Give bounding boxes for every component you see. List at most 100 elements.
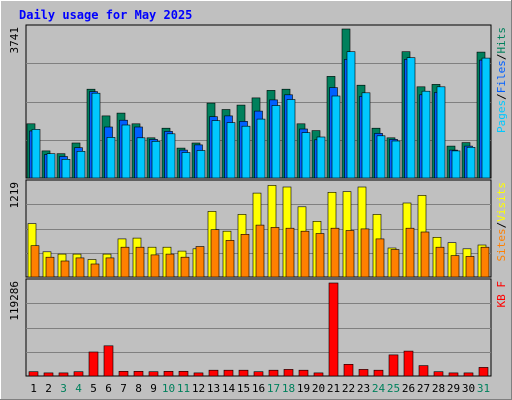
hits-bar-pages-day-5 xyxy=(91,92,101,179)
day-label-1: 1 xyxy=(30,382,37,395)
hits-bars xyxy=(26,28,491,179)
day-label-19: 19 xyxy=(297,382,310,395)
day-label-13: 13 xyxy=(207,382,220,395)
kbytes-bar-kb-f-day-14 xyxy=(223,369,234,377)
day-label-29: 29 xyxy=(447,382,460,395)
legend-entry: Visits xyxy=(495,182,508,222)
kbytes-plot-area xyxy=(25,278,492,377)
day-label-16: 16 xyxy=(252,382,265,395)
day-label-18: 18 xyxy=(282,382,295,395)
day-label-10: 10 xyxy=(162,382,175,395)
kbytes-bar-kb-f-day-24 xyxy=(373,369,384,377)
hits-bar-pages-day-31 xyxy=(481,57,491,179)
hits-bar-pages-day-7 xyxy=(121,124,131,179)
kbytes-bars xyxy=(28,282,489,377)
kbytes-panel: 119286 KB F xyxy=(8,278,508,377)
visits-max-label: 1219 xyxy=(8,182,21,209)
visits-bar-sites-day-27 xyxy=(420,231,430,278)
day-label-21: 21 xyxy=(327,382,340,395)
hits-bar-pages-day-6 xyxy=(106,137,116,179)
day-label-31: 31 xyxy=(477,382,490,395)
hits-bar-pages-day-19 xyxy=(301,132,311,179)
visits-panel: 1219 Sites/Visits xyxy=(8,179,508,278)
hits-bar-pages-day-11 xyxy=(181,152,191,179)
kbytes-bar-kb-f-day-29 xyxy=(448,372,459,377)
hits-bar-pages-day-13 xyxy=(211,120,221,179)
day-label-5: 5 xyxy=(90,382,97,395)
visits-bar-sites-day-17 xyxy=(270,227,280,278)
day-label-8: 8 xyxy=(135,382,142,395)
visits-bar-sites-day-10 xyxy=(165,253,175,278)
hits-bar-pages-day-16 xyxy=(256,118,266,179)
chart-title: Daily usage for May 2025 xyxy=(19,8,192,22)
hits-bar-pages-day-9 xyxy=(151,141,161,179)
kbytes-bar-kb-f-day-18 xyxy=(283,369,294,377)
visits-bar-sites-day-25 xyxy=(390,249,400,278)
visits-bar-sites-day-15 xyxy=(240,234,250,278)
visits-bar-sites-day-28 xyxy=(435,246,445,278)
visits-bar-sites-day-23 xyxy=(360,228,370,278)
visits-bar-sites-day-9 xyxy=(150,254,160,278)
day-label-4: 4 xyxy=(75,382,82,395)
kbytes-bar-kb-f-day-8 xyxy=(133,370,144,377)
visits-bar-sites-day-18 xyxy=(285,227,295,278)
day-label-20: 20 xyxy=(312,382,325,395)
visits-bar-sites-day-31 xyxy=(480,246,490,278)
day-label-9: 9 xyxy=(150,382,157,395)
kbytes-bar-kb-f-day-22 xyxy=(343,363,354,377)
kbytes-bar-kb-f-day-25 xyxy=(388,354,399,377)
visits-bar-sites-day-8 xyxy=(135,246,145,278)
kbytes-max-label: 119286 xyxy=(8,281,21,321)
hits-bar-pages-day-27 xyxy=(421,90,431,179)
kbytes-bar-kb-f-day-4 xyxy=(73,371,84,377)
hits-bar-pages-day-14 xyxy=(226,122,236,179)
day-label-14: 14 xyxy=(222,382,236,395)
kbytes-bar-kb-f-day-2 xyxy=(43,372,54,377)
kbytes-bar-kb-f-day-16 xyxy=(253,371,264,377)
visits-legend: Sites/Visits xyxy=(495,182,508,262)
hits-bar-pages-day-1 xyxy=(31,129,41,179)
day-label-28: 28 xyxy=(432,382,445,395)
hits-bar-pages-day-2 xyxy=(46,153,56,179)
hits-bar-pages-day-22 xyxy=(346,51,356,179)
legend-entry: Pages xyxy=(495,100,508,133)
day-label-30: 30 xyxy=(462,382,475,395)
legend-entry: / xyxy=(495,93,508,100)
hits-bar-pages-day-26 xyxy=(406,57,416,179)
visits-bar-sites-day-20 xyxy=(315,233,325,278)
day-label-12: 12 xyxy=(192,382,205,395)
hits-bar-pages-day-21 xyxy=(331,95,341,179)
day-label-6: 6 xyxy=(105,382,112,395)
visits-bar-sites-day-24 xyxy=(375,238,385,278)
kbytes-bar-kb-f-day-31 xyxy=(478,367,489,377)
visits-bar-sites-day-4 xyxy=(75,257,85,278)
hits-bar-pages-day-3 xyxy=(61,159,71,179)
visits-bar-sites-day-2 xyxy=(45,256,55,278)
visits-bar-sites-day-3 xyxy=(60,260,70,278)
kbytes-bar-kb-f-day-21 xyxy=(328,282,339,377)
day-label-17: 17 xyxy=(267,382,280,395)
legend-entry: KB F xyxy=(495,281,508,308)
kbytes-bar-kb-f-day-5 xyxy=(88,351,99,377)
kbytes-bar-kb-f-day-9 xyxy=(148,371,159,377)
hits-bar-pages-day-20 xyxy=(316,136,326,179)
visits-bars xyxy=(27,185,490,278)
kbytes-bar-kb-f-day-12 xyxy=(193,372,204,377)
visits-bar-sites-day-30 xyxy=(465,256,475,278)
hits-bar-pages-day-29 xyxy=(451,150,461,179)
hits-bar-pages-day-8 xyxy=(136,137,146,179)
day-label-23: 23 xyxy=(357,382,370,395)
hits-bar-pages-day-10 xyxy=(166,133,176,179)
hits-bar-pages-day-12 xyxy=(196,150,206,179)
visits-bar-sites-day-29 xyxy=(450,255,460,278)
day-label-24: 24 xyxy=(372,382,386,395)
day-label-2: 2 xyxy=(45,382,52,395)
kbytes-legend: KB F xyxy=(495,281,508,308)
visits-bar-sites-day-1 xyxy=(30,245,40,278)
kbytes-bar-kb-f-day-28 xyxy=(433,371,444,377)
visits-bar-sites-day-12 xyxy=(195,246,205,278)
hits-bar-pages-day-24 xyxy=(376,135,386,179)
